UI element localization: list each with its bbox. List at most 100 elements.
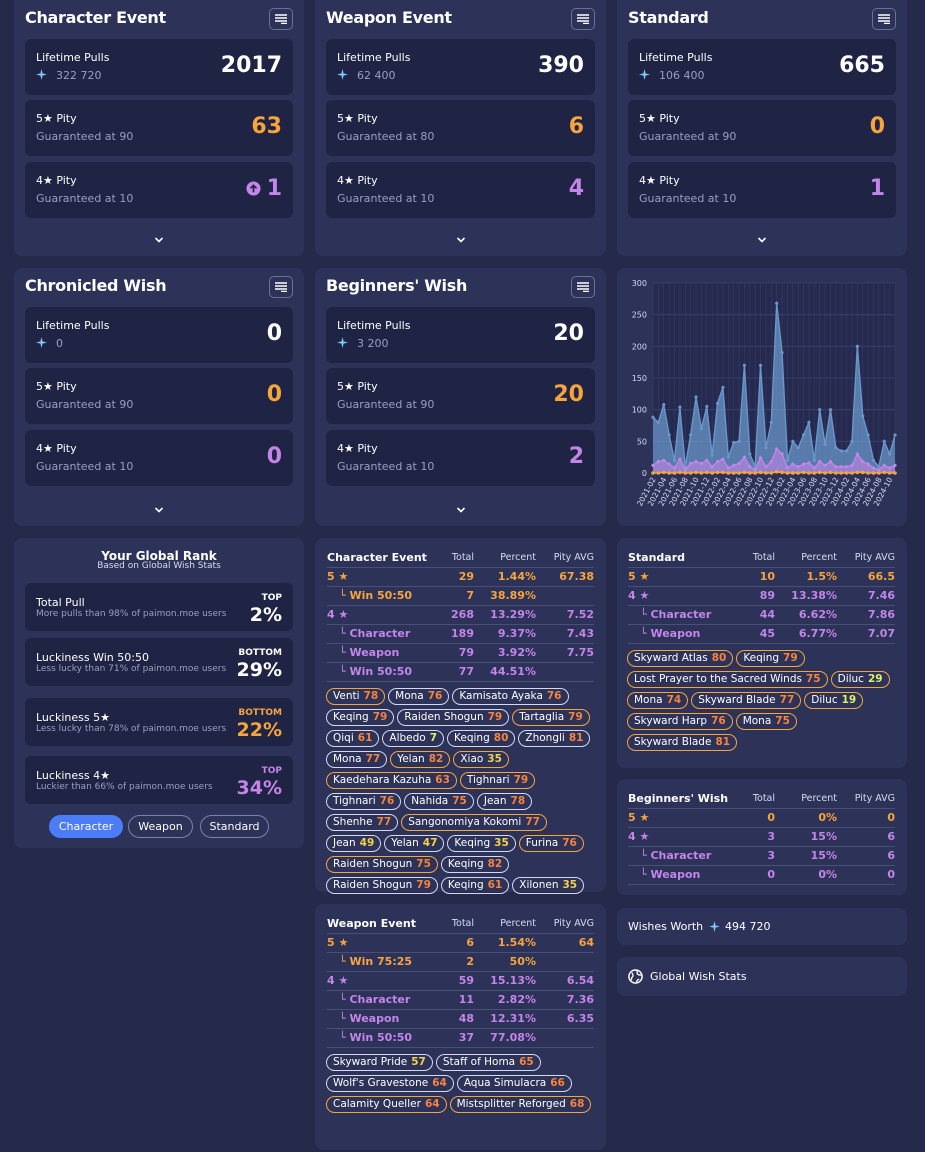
series-point-1: [732, 463, 736, 467]
row-percent: 38.89%: [474, 586, 536, 606]
character-event-lifetime-pulls: Lifetime Pulls 322 720 2017: [25, 39, 293, 95]
row-label: 4 ★: [628, 827, 735, 847]
chip-pity: 79: [568, 711, 583, 723]
chip-name: Aqua Simulacra: [463, 1077, 547, 1089]
series-line-0: [652, 303, 896, 469]
row-pity: 66.5: [837, 567, 895, 587]
chip-name: Skyward Blade: [634, 736, 712, 748]
chronicled-wish-menu-button[interactable]: [269, 276, 293, 298]
total-header: Total: [735, 548, 775, 568]
chevron-down-icon[interactable]: [153, 234, 165, 246]
table-row: └ Weapon 48 12.31% 6.35: [327, 1009, 594, 1029]
table-row: └ Win 75:25 2 50%: [327, 952, 594, 972]
row-label: 4 ★: [327, 971, 434, 991]
chip-pity: 80: [493, 732, 509, 744]
chip-name: Diluc: [837, 673, 864, 685]
series-point-0: [732, 441, 736, 445]
table-row: └ Character 3 15% 6: [628, 846, 895, 866]
beginners-wish-table: Beginners' Wish Total Percent Pity AVG 5…: [628, 789, 895, 885]
chip-pity: 75: [805, 673, 821, 685]
series-point-1: [764, 465, 768, 469]
series-point-2: [844, 471, 849, 475]
chevron-down-icon[interactable]: [455, 234, 467, 246]
chip-name: Calamity Queller: [333, 1098, 421, 1110]
rank-value: 34%: [236, 777, 282, 799]
wish-history-chip: Skyward Blade 81: [627, 734, 738, 751]
series-point-0: [656, 420, 660, 424]
wish-history-chip: Shenhe 77: [326, 814, 399, 831]
wish-history-chip: Lost Prayer to the Sacred Winds 75: [627, 671, 828, 688]
chip-pity: 68: [569, 1098, 585, 1110]
series-point-1: [845, 465, 849, 469]
chip-name: Nahida: [411, 795, 449, 807]
primogem-icon: [639, 69, 650, 80]
rank-tab-character[interactable]: Character: [49, 815, 123, 838]
five-star-pity-value: 63: [251, 114, 282, 139]
series-point-2: [871, 471, 876, 475]
series-point-2: [882, 470, 887, 475]
rank-tab-weapon[interactable]: Weapon: [128, 815, 193, 838]
series-point-0: [721, 385, 725, 390]
series-point-0: [737, 439, 741, 443]
series-point-1: [769, 460, 773, 464]
rank-tag: TOP: [261, 766, 282, 776]
table-row: 4 ★ 89 13.38% 7.46: [628, 586, 895, 606]
chevron-down-icon[interactable]: [455, 504, 467, 516]
five-star-pity-value: 0: [869, 114, 885, 139]
series-point-1: [737, 461, 741, 466]
row-percent: 9.37%: [474, 624, 536, 644]
table-row: └ Win 50:50 37 77.08%: [327, 1028, 594, 1048]
percent-header: Percent: [775, 789, 837, 809]
rank-row: Luckiness 4★ Luckier than 66% of paimon.…: [25, 756, 293, 804]
chip-name: Raiden Shogun: [333, 858, 413, 870]
total-header: Total: [434, 548, 474, 568]
five-star-pity-value: 0: [266, 382, 282, 407]
chronicled-wish-four-star-pity: 4★ Pity Guaranteed at 10 0: [25, 430, 293, 486]
standard-four-star-pity: 4★ Pity Guaranteed at 10 1: [628, 162, 896, 218]
standard-menu-button[interactable]: [872, 8, 896, 30]
table-title: Beginners' Wish: [628, 789, 735, 809]
series-point-2: [737, 471, 741, 475]
global-wish-stats-link[interactable]: Global Wish Stats: [617, 957, 907, 996]
chevron-down-icon[interactable]: [756, 234, 768, 246]
wish-history-chip: Albedo 7: [382, 730, 445, 747]
series-point-0: [834, 446, 838, 450]
character-event-banner-card: Character Event Lifetime Pulls 322 720 2…: [14, 0, 304, 256]
rank-tab-standard[interactable]: Standard: [200, 815, 269, 838]
wish-history-chip: Sangonomiya Kokomi 77: [401, 814, 547, 831]
wish-history-chip: Raiden Shogun 79: [397, 709, 510, 726]
table-row: 5 ★ 10 1.5% 66.5: [628, 567, 895, 587]
series-point-1: [801, 462, 806, 466]
row-percent: 0%: [775, 865, 837, 885]
series-point-2: [823, 471, 827, 475]
weapon-event-banner-card: Weapon Event Lifetime Pulls 62 400 390 5…: [315, 0, 606, 256]
series-point-2: [769, 471, 774, 475]
primogem-icon: [337, 69, 348, 80]
chip-name: Mona: [742, 715, 772, 727]
series-point-0: [818, 408, 822, 412]
chip-name: Furina: [525, 837, 559, 849]
weapon-event-menu-button[interactable]: [571, 8, 595, 30]
series-point-0: [801, 433, 806, 437]
wish-history-chip: Yelan 82: [390, 751, 451, 768]
chevron-down-icon[interactable]: [153, 504, 165, 516]
series-point-2: [839, 471, 844, 475]
row-pity: 7.43: [536, 624, 594, 644]
beginners-wish-menu-button[interactable]: [571, 276, 595, 298]
row-total: 6: [434, 933, 474, 953]
character-event-menu-button[interactable]: [269, 8, 293, 30]
row-total: 48: [434, 1009, 474, 1029]
four-star-pity-value: 2: [568, 444, 584, 469]
menu-list-icon: [275, 14, 287, 24]
row-label: └ Character: [628, 605, 735, 625]
row-total: 77: [434, 662, 474, 682]
wishes-worth-card: Wishes Worth 494 720: [617, 908, 907, 945]
row-total: 44: [735, 605, 775, 625]
weapon-event-five-star-pity: 5★ Pity Guaranteed at 80 6: [326, 100, 595, 156]
five-star-pity-label: 5★ Pity: [337, 380, 378, 393]
series-point-2: [764, 471, 768, 475]
four-star-pity-guarantee: Guaranteed at 10: [337, 460, 435, 473]
series-point-2: [780, 470, 784, 475]
y-tick-label: 300: [632, 279, 647, 288]
wish-history-chip: Mona 77: [326, 751, 388, 768]
